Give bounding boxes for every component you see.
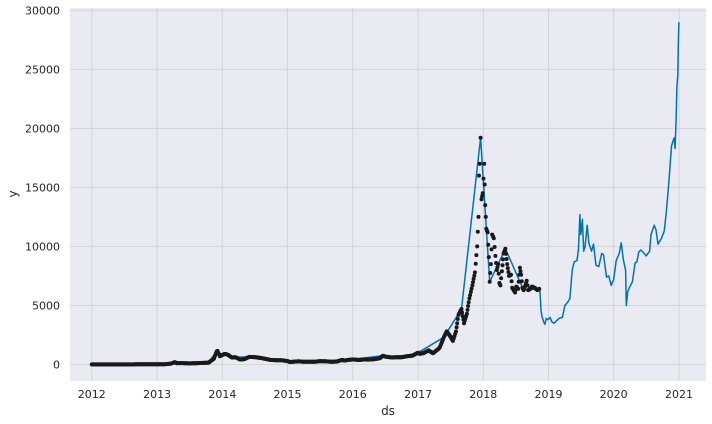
data-point <box>488 262 493 267</box>
data-point <box>474 253 479 258</box>
data-point <box>516 286 521 291</box>
data-point <box>455 321 460 326</box>
x-tick-label: 2016 <box>339 388 367 401</box>
data-point <box>499 276 504 281</box>
data-point <box>466 304 471 308</box>
data-point <box>480 191 485 196</box>
data-point <box>470 283 475 288</box>
data-point <box>500 263 505 268</box>
data-point <box>481 176 486 181</box>
data-point <box>482 182 487 187</box>
data-point <box>504 257 509 261</box>
x-tick-label: 2012 <box>78 388 106 401</box>
data-point <box>501 257 505 262</box>
data-point <box>483 203 488 208</box>
data-point <box>480 194 485 199</box>
data-point <box>454 325 459 330</box>
data-point <box>506 270 511 274</box>
x-axis-label: ds <box>381 404 395 418</box>
data-point <box>468 289 473 294</box>
x-tick-label: 2018 <box>469 388 497 401</box>
data-point <box>483 214 488 219</box>
data-point <box>493 253 498 258</box>
data-point <box>495 265 500 270</box>
y-tick-label: 5000 <box>32 299 60 312</box>
x-tick-label: 2019 <box>534 388 562 401</box>
y-tick-label: 20000 <box>25 122 60 135</box>
observed-points <box>89 135 542 367</box>
data-point <box>467 296 472 301</box>
series-layer <box>89 22 680 367</box>
data-point <box>469 286 474 291</box>
x-tick-labels: 2012 2013 2014 2015 2016 2017 2018 2019 2020 2021 <box>78 388 693 401</box>
data-point <box>491 236 496 241</box>
data-point <box>455 317 460 321</box>
data-point <box>472 270 477 275</box>
data-point <box>466 300 471 305</box>
data-point <box>460 310 465 315</box>
x-tick-label: 2014 <box>208 388 236 401</box>
data-point <box>477 173 481 178</box>
data-point <box>492 245 497 249</box>
y-axis-label: y <box>6 190 20 197</box>
y-tick-label: 30000 <box>25 4 60 17</box>
data-point <box>498 283 503 288</box>
data-point <box>454 329 458 334</box>
y-tick-label: 0 <box>53 358 60 371</box>
data-point <box>478 135 483 140</box>
data-point <box>468 293 473 298</box>
y-tick-label: 10000 <box>25 240 60 253</box>
data-point <box>516 279 521 284</box>
data-point <box>471 276 476 281</box>
data-point <box>464 311 469 316</box>
x-tick-label: 2020 <box>600 388 628 401</box>
data-point <box>503 246 508 251</box>
data-point <box>509 272 513 277</box>
data-point <box>475 229 480 234</box>
data-point <box>496 271 501 276</box>
data-point <box>505 266 510 271</box>
data-point <box>519 279 524 284</box>
data-point <box>499 269 504 274</box>
y-tick-label: 25000 <box>25 63 60 76</box>
x-tick-label: 2017 <box>404 388 432 401</box>
data-point <box>518 269 523 274</box>
data-point <box>489 247 494 252</box>
x-tick-label: 2013 <box>143 388 171 401</box>
data-point <box>472 273 477 278</box>
y-tick-label: 15000 <box>25 181 60 194</box>
data-point <box>488 271 493 275</box>
data-point <box>482 161 487 166</box>
x-tick-label: 2015 <box>274 388 302 401</box>
data-point <box>477 161 482 166</box>
data-point <box>519 272 524 277</box>
data-point <box>517 265 522 270</box>
x-tick-label: 2021 <box>665 388 693 401</box>
data-point <box>496 262 501 267</box>
data-point <box>509 279 514 284</box>
data-point <box>471 280 475 285</box>
data-point <box>524 278 529 283</box>
data-point <box>465 307 470 312</box>
y-tick-labels: 0 5000 10000 15000 20000 25000 30000 <box>25 4 60 371</box>
data-point <box>459 307 464 311</box>
data-point <box>486 242 491 247</box>
data-point <box>537 286 542 291</box>
data-point <box>475 244 480 249</box>
data-point <box>486 255 491 260</box>
data-point <box>505 262 510 267</box>
data-point <box>525 283 530 288</box>
data-point <box>504 251 508 256</box>
data-point <box>473 261 478 266</box>
data-point <box>485 230 490 235</box>
data-point <box>487 279 492 284</box>
data-point <box>513 290 518 295</box>
data-point <box>460 314 465 319</box>
plot-background <box>70 8 706 381</box>
data-point <box>476 214 481 219</box>
